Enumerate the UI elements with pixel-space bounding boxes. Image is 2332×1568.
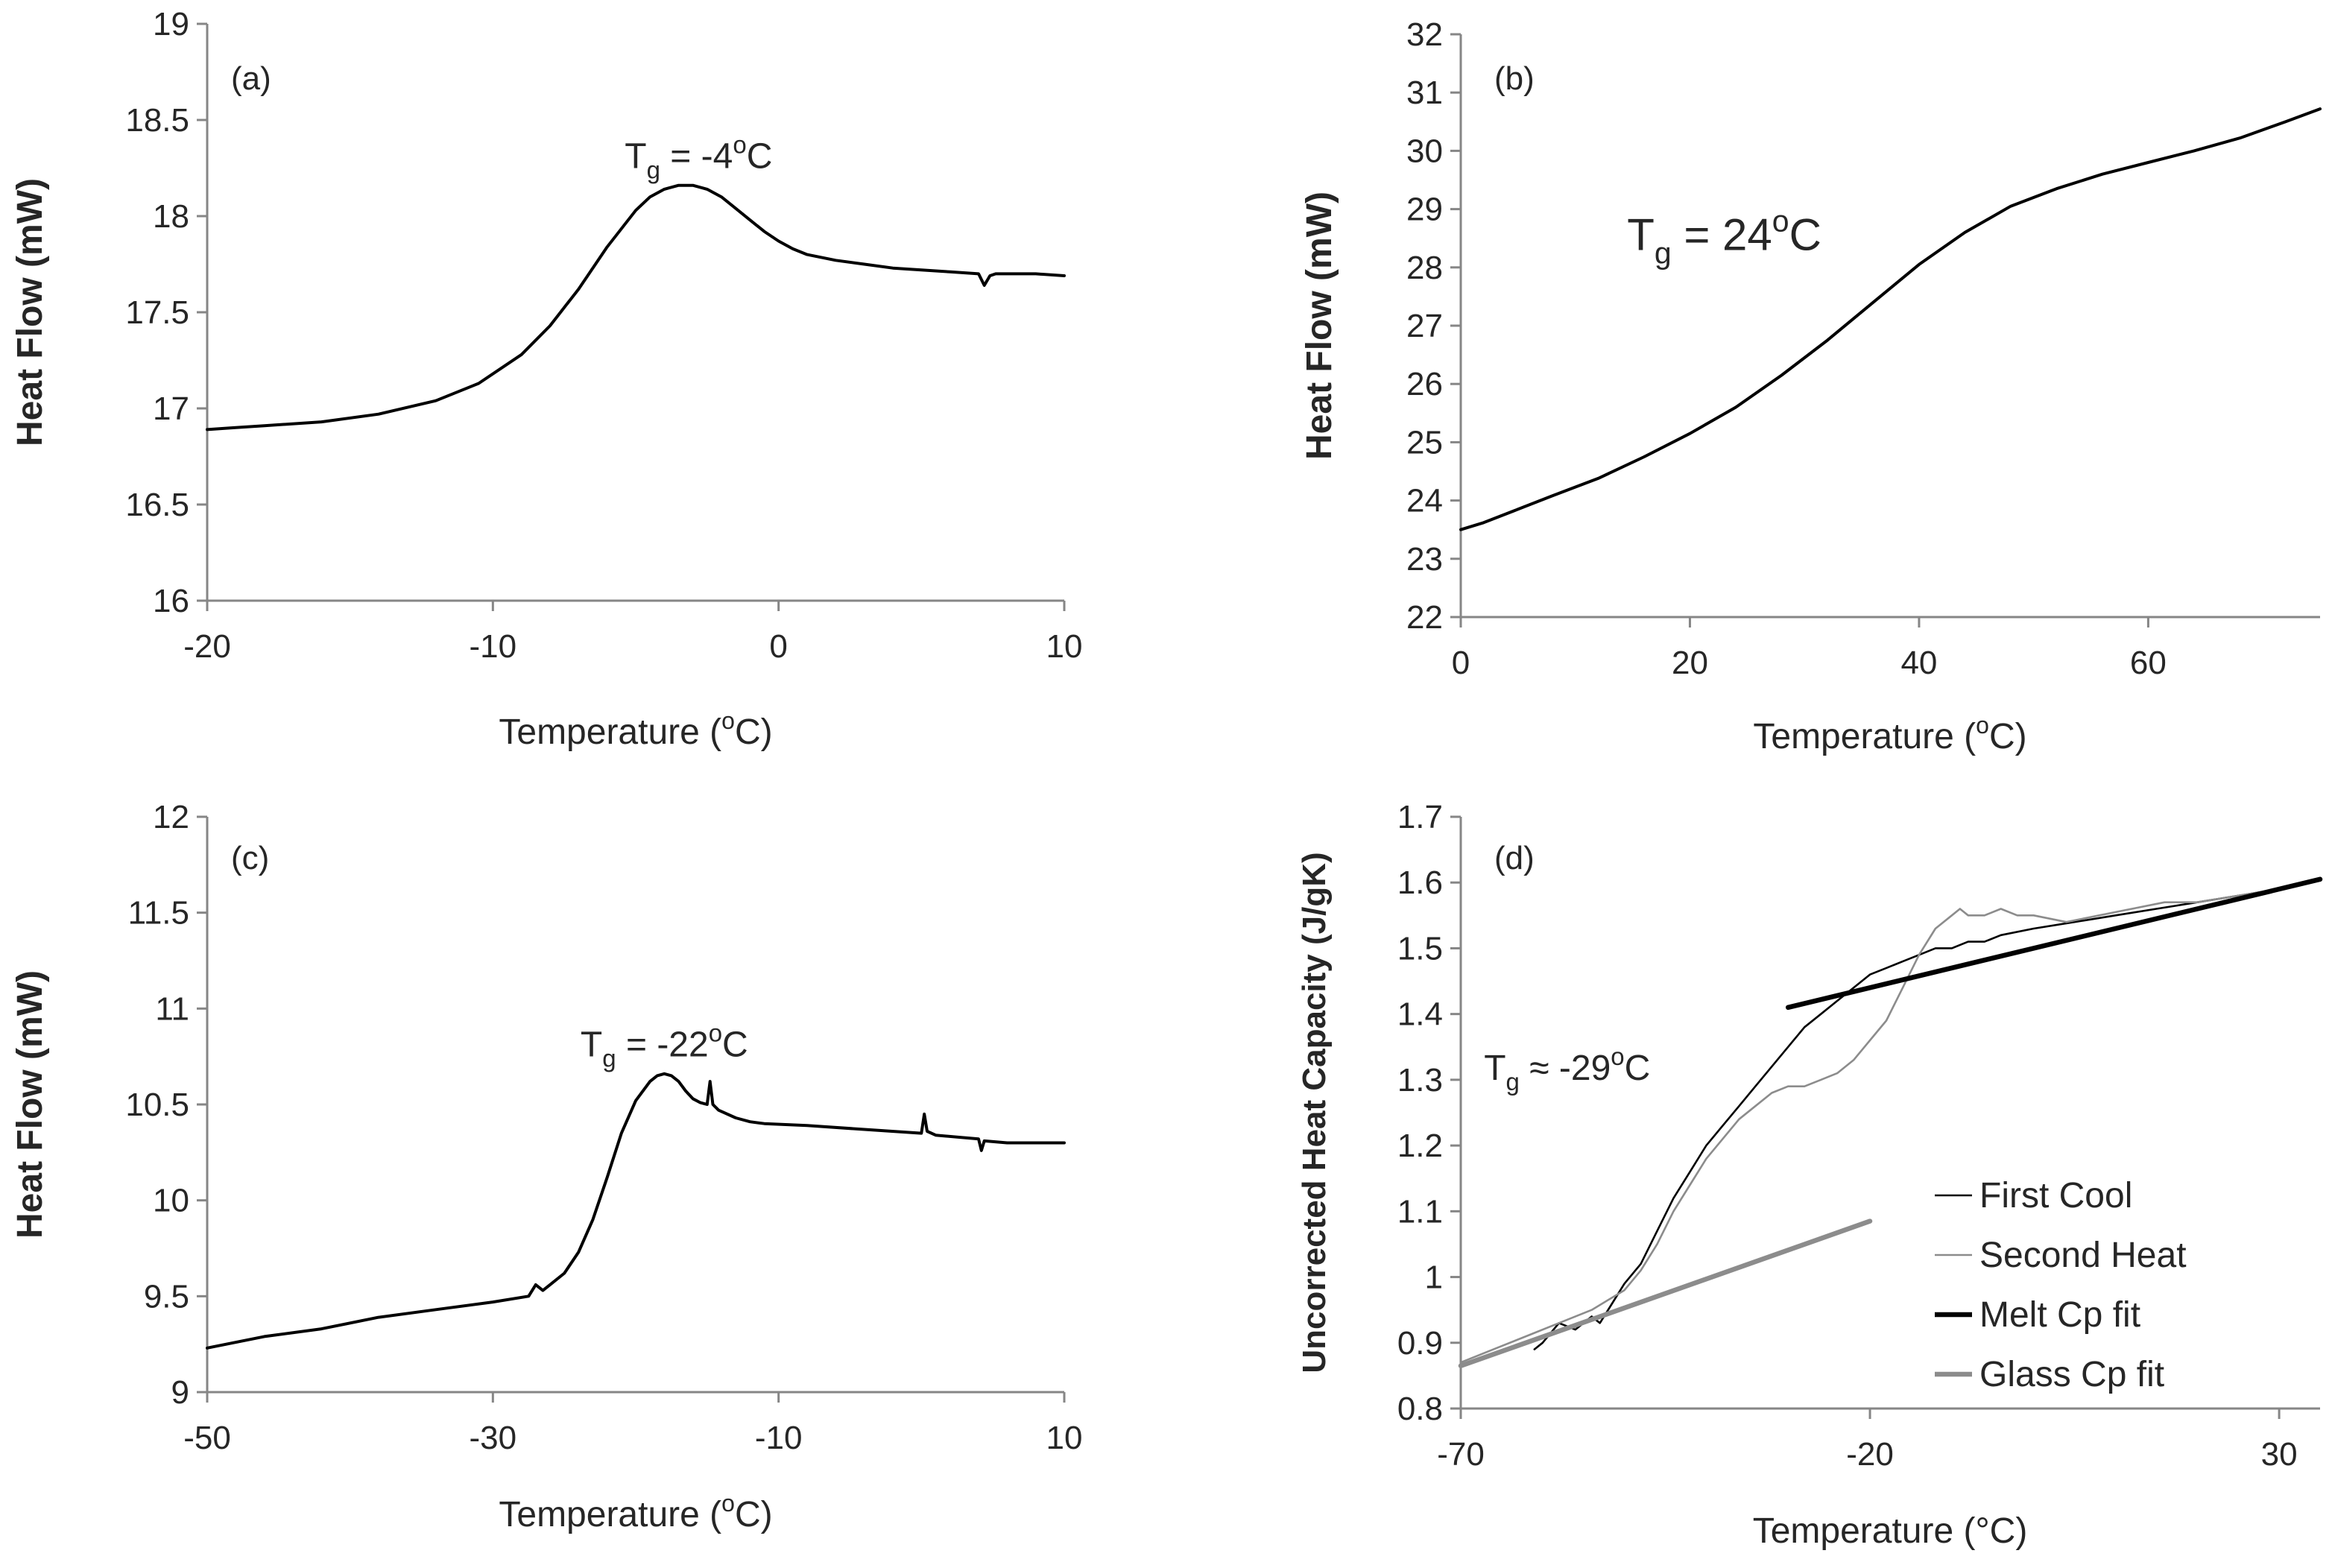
- panel-c-annotation: Tg = -22oC: [581, 1019, 748, 1072]
- panel-c-y-label: Heat Flow (mW): [10, 970, 50, 1239]
- panel-b-y-tick-label: 24: [1406, 483, 1443, 519]
- panel-b-series-heat-flow: [1459, 107, 2322, 531]
- panel-b-x-label: Temperature (oC): [1753, 712, 2026, 756]
- panel-c-y-tick-label: 11.5: [128, 895, 189, 932]
- panel-b-y-tick-label: 29: [1406, 192, 1443, 228]
- panel-c-x-ticks: -50 -30 -10 10: [183, 1392, 1082, 1456]
- panel-c-x-tick-label: 10: [1046, 1420, 1083, 1456]
- legend-label: Melt Cp fit: [1979, 1295, 2140, 1335]
- panel-a-series: [206, 183, 1066, 431]
- panel-b-annotation: Tg = 24oC: [1627, 203, 1821, 270]
- panel-c: 9 9.5 10 10.5 11 11.5 12 -50 -30 -10 10 (c) Tg = …: [10, 799, 1082, 1534]
- panel-b-x-tick-label: 20: [1672, 645, 1708, 681]
- panel-a-x-tick-label: -20: [183, 628, 231, 665]
- panel-c-y-tick-label: 12: [153, 799, 189, 835]
- panel-c-y-ticks: 9 9.5 10 10.5 11 11.5 12: [125, 799, 207, 1411]
- panel-b-y-tick-label: 28: [1406, 250, 1443, 286]
- panel-d-y-ticks: 0.8 0.9 1 1.1 1.2 1.3 1.4 1.5 1.6 1.7: [1397, 799, 1461, 1427]
- panel-b-y-ticks: 22 23 24 25 26 27 28 29 30 31 32: [1406, 16, 1461, 636]
- panel-d-y-tick-label: 1.4: [1397, 996, 1443, 1033]
- panel-c-x-tick-label: -30: [470, 1420, 517, 1456]
- panel-b-y-label: Heat Flow (mW): [1300, 192, 1339, 460]
- panel-d-series-melt-cp-fit: [1785, 876, 2323, 1011]
- panel-a-y-tick-label: 18: [153, 198, 189, 235]
- panel-d-series-first-cool: [1533, 881, 2305, 1350]
- panel-b: 22 23 24 25 26 27 28 29 30 31 32 0 20 40 60 (b) Tg = …: [1300, 16, 2322, 756]
- panel-b-series: [1459, 107, 2322, 531]
- panel-a-y-ticks: 16 16.5 17 17.5 18 18.5 19: [125, 6, 207, 619]
- panel-d-series-glass-cp-fit: [1458, 1218, 1873, 1368]
- panel-c-y-tick-label: 9: [171, 1374, 189, 1411]
- panel-a-y-tick-label: 19: [153, 6, 189, 42]
- legend-label: Glass Cp fit: [1979, 1355, 2164, 1394]
- panel-a-x-tick-label: 0: [769, 628, 787, 665]
- panel-d-y-tick-label: 0.8: [1397, 1391, 1443, 1427]
- panel-d-x-ticks: -70 -20 30: [1437, 1409, 2298, 1473]
- panel-a-x-label: Temperature (oC): [499, 707, 772, 752]
- panel-d-y-tick-label: 1.5: [1397, 930, 1443, 967]
- panel-b-y-tick-label: 31: [1406, 75, 1443, 111]
- panel-a-y-tick-label: 17: [153, 391, 189, 427]
- panel-a-y-label: Heat Flow (mW): [10, 178, 50, 446]
- panel-d-y-tick-label: 1.1: [1397, 1193, 1443, 1230]
- panel-b-y-tick-label: 27: [1406, 308, 1443, 344]
- panel-a-label: (a): [231, 60, 271, 97]
- panel-d-legend: First Cool Second Heat Melt Cp fit Glass Cp…: [1935, 1176, 2187, 1394]
- panel-a-series-heat-flow: [206, 183, 1066, 431]
- panel-d-y-tick-label: 1.6: [1397, 864, 1443, 901]
- panel-b-y-tick-label: 22: [1406, 599, 1443, 636]
- panel-b-y-tick-label: 30: [1406, 133, 1443, 169]
- panel-a-y-tick-label: 17.5: [125, 294, 189, 331]
- panel-d-series: [1458, 876, 2323, 1368]
- panel-d-label: (d): [1494, 840, 1535, 876]
- panel-b-y-tick-label: 26: [1406, 366, 1443, 402]
- panel-b-x-ticks: 0 20 40 60: [1452, 617, 2167, 681]
- panel-b-y-tick-label: 32: [1406, 16, 1443, 53]
- panel-a-x-ticks: -20 -10 0 10: [183, 601, 1082, 665]
- panel-c-y-tick-label: 9.5: [144, 1278, 189, 1315]
- panel-b-x-tick-label: 0: [1452, 645, 1470, 681]
- legend-label: Second Heat: [1979, 1236, 2187, 1275]
- panel-c-x-tick-label: -10: [755, 1420, 803, 1456]
- panel-c-label: (c): [231, 840, 269, 876]
- panel-b-label: (b): [1494, 60, 1535, 97]
- panel-d-y-tick-label: 1.7: [1397, 799, 1443, 835]
- legend-label: First Cool: [1979, 1176, 2132, 1215]
- panel-d-annotation: Tg ≈ -29oC: [1484, 1043, 1650, 1096]
- panel-d-x-tick-label: -20: [1846, 1436, 1894, 1473]
- panel-c-series: [206, 1072, 1066, 1350]
- panel-d-y-tick-label: 0.9: [1397, 1325, 1443, 1362]
- panel-b-x-tick-label: 60: [2130, 645, 2167, 681]
- panel-b-y-tick-label: 23: [1406, 541, 1443, 578]
- panel-a-x-tick-label: -10: [470, 628, 517, 665]
- panel-d-x-tick-label: -70: [1437, 1436, 1485, 1473]
- panel-c-y-tick-label: 10.5: [125, 1087, 189, 1123]
- panel-a: 16 16.5 17 17.5 18 18.5 19 -20 -10 0 10 (a) Tg = …: [10, 6, 1082, 752]
- panel-d-x-label: Temperature (°C): [1753, 1511, 2028, 1551]
- panel-c-x-label: Temperature (oC): [499, 1490, 772, 1534]
- panel-d-y-tick-label: 1.3: [1397, 1062, 1443, 1098]
- panel-a-y-tick-label: 16.5: [125, 487, 189, 523]
- panel-c-y-tick-label: 10: [153, 1183, 189, 1219]
- panel-d-y-tick-label: 1: [1425, 1259, 1443, 1296]
- panel-c-x-tick-label: -50: [183, 1420, 231, 1456]
- panel-d: 0.8 0.9 1 1.1 1.2 1.3 1.4 1.5 1.6 1.7 -70 -20 30 (d…: [1296, 799, 2323, 1551]
- panel-a-y-tick-label: 16: [153, 583, 189, 619]
- panel-d-x-tick-label: 30: [2261, 1436, 2298, 1473]
- panel-b-y-tick-label: 25: [1406, 424, 1443, 461]
- panel-a-x-tick-label: 10: [1046, 628, 1083, 665]
- panel-a-annotation: Tg = -4oC: [625, 131, 772, 184]
- panel-d-series-second-heat: [1459, 881, 2305, 1364]
- panel-d-y-tick-label: 1.2: [1397, 1128, 1443, 1164]
- panel-d-y-label: Uncorrected Heat Capacity (J/gK): [1296, 852, 1333, 1373]
- panel-c-series-heat-flow: [206, 1072, 1066, 1350]
- panel-b-x-tick-label: 40: [1900, 645, 1937, 681]
- panel-c-y-tick-label: 11: [155, 990, 189, 1027]
- panel-a-y-tick-label: 18.5: [125, 102, 189, 139]
